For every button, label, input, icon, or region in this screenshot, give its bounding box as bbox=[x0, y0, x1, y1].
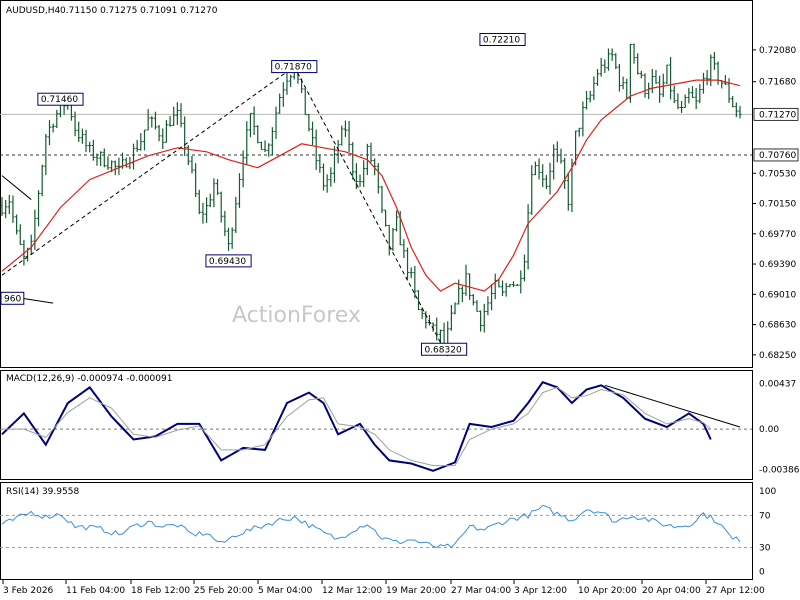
price-layer: 0.72210 0.71870 0.71460 0.69430 0.68320 960 bbox=[0, 33, 752, 357]
macd-layer bbox=[0, 381, 752, 472]
time-tick-label: 18 Feb 12:00 bbox=[131, 586, 190, 596]
price-annotation-label: 0.71870 bbox=[275, 63, 312, 73]
price-tick-label: 0.70760 bbox=[759, 151, 796, 161]
price-tick-label: 0.68250 bbox=[759, 351, 796, 361]
rsi-tick-label: 70 bbox=[759, 511, 771, 521]
macd-tick-label: 0.00437 bbox=[759, 380, 796, 390]
moving-average-line bbox=[1, 79, 741, 292]
price-annotation-label: 0.72210 bbox=[483, 36, 520, 46]
time-tick-label: 10 Apr 20:00 bbox=[578, 586, 637, 596]
price-annotation-box bbox=[0, 291, 25, 305]
rsi-tick-label: 30 bbox=[759, 543, 771, 553]
price-marker-box bbox=[753, 148, 799, 162]
time-tick-label: 3 Feb 2026 bbox=[3, 586, 54, 596]
macd-trendline bbox=[604, 384, 741, 428]
rsi-layer bbox=[0, 504, 752, 549]
axis-layer: 0.72080 0.71680 0.71270 0.70760 0.70530 0.701… bbox=[2, 46, 800, 596]
trendline bbox=[293, 66, 445, 350]
time-tick-label: 20 Apr 04:00 bbox=[642, 586, 701, 596]
price-tick-label: 0.70150 bbox=[759, 200, 796, 210]
time-tick-label: 19 Mar 20:00 bbox=[386, 586, 446, 596]
rsi-tick-label: 0 bbox=[759, 568, 765, 578]
time-tick-label: 3 Apr 12:00 bbox=[514, 586, 567, 596]
time-tick-label: 12 Mar 12:00 bbox=[322, 586, 382, 596]
price-tick-label: 0.72080 bbox=[759, 46, 796, 56]
price-tick-label: 0.69390 bbox=[759, 260, 796, 270]
price-annotation-box bbox=[420, 342, 468, 356]
macd-header: MACD(12,26,9) -0.000974 -0.000091 bbox=[6, 374, 172, 384]
price-annotation-box bbox=[205, 254, 252, 268]
rsi-panel-frame bbox=[0, 482, 753, 580]
price-tick-label: 0.68630 bbox=[759, 321, 796, 331]
price-annotation-label: 0.71460 bbox=[41, 95, 78, 105]
macd-tick-label: 0.00 bbox=[759, 425, 779, 435]
time-tick-label: 5 Mar 04:00 bbox=[258, 586, 313, 596]
trendline bbox=[1, 175, 32, 200]
price-tick-label: 0.69010 bbox=[759, 290, 796, 300]
time-tick-label: 27 Apr 12:00 bbox=[706, 586, 765, 596]
price-annotation-label: 0.69430 bbox=[209, 257, 246, 267]
price-tick-label: 0.71680 bbox=[759, 78, 796, 88]
macd-line bbox=[1, 381, 712, 472]
time-tick-label: 25 Feb 20:00 bbox=[194, 586, 253, 596]
rsi-line bbox=[1, 504, 741, 549]
trendline bbox=[1, 66, 295, 276]
price-tick-label: 0.70530 bbox=[759, 169, 796, 179]
main-panel-frame bbox=[0, 0, 753, 368]
rsi-header: RSI(14) 39.9558 bbox=[6, 487, 79, 497]
price-annotation-label: 960 bbox=[4, 294, 21, 304]
time-tick-label: 11 Feb 04:00 bbox=[66, 586, 125, 596]
time-tick-label: 27 Mar 04:00 bbox=[451, 586, 511, 596]
price-marker-box bbox=[753, 107, 799, 121]
ohlc-header: 0.71150 0.71275 0.71091 0.71270 bbox=[60, 6, 218, 16]
price-tick-label: 0.71270 bbox=[759, 110, 796, 120]
price-annotation-label: 0.68320 bbox=[424, 345, 461, 355]
price-annotation-box bbox=[271, 60, 318, 74]
price-annotation-box bbox=[479, 33, 526, 46]
price-annotation-box bbox=[37, 92, 84, 106]
price-tick-label: 0.69770 bbox=[759, 230, 796, 240]
macd-panel-frame bbox=[0, 370, 753, 480]
macd-signal-line bbox=[2, 386, 712, 467]
watermark: ActionForex bbox=[232, 303, 361, 328]
price-header: AUDUSD,H4 bbox=[6, 6, 61, 16]
rsi-tick-label: 100 bbox=[759, 487, 776, 497]
